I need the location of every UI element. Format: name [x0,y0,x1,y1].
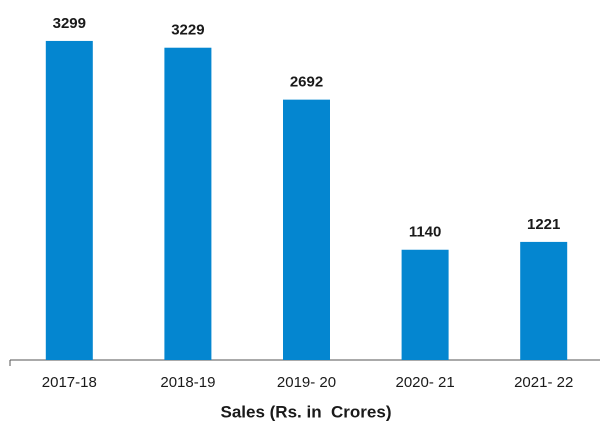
bar [401,249,449,360]
data-label: 3229 [171,22,204,39]
x-tick-label: 2021- 22 [514,374,573,391]
x-tick-label: 2020- 21 [395,374,454,391]
bar [45,40,93,360]
bar [283,99,330,360]
bar [164,47,212,361]
x-tick-label: 2018-19 [160,374,215,391]
x-axis-label: Sales (Rs. in Crores) [220,402,391,421]
data-label: 1221 [527,216,560,233]
data-label: 2692 [290,74,323,91]
x-tick-label: 2017-18 [42,374,97,391]
data-label: 3299 [53,15,86,32]
bar [520,241,568,360]
x-tick-label: 2019- 20 [277,374,336,391]
data-label: 1140 [409,224,442,241]
